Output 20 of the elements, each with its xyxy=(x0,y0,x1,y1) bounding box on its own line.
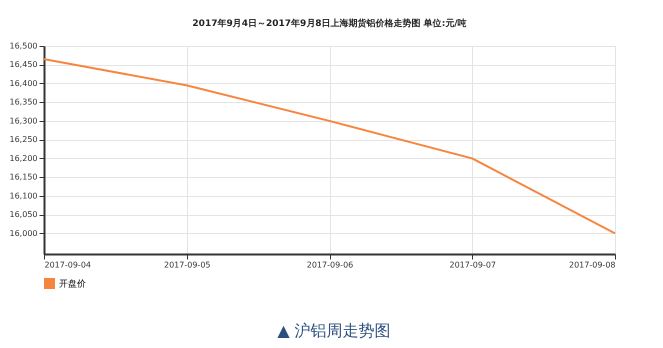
y-tick-label: 16,050 xyxy=(10,210,38,220)
y-tick-label: 16,300 xyxy=(10,116,38,126)
y-tick-label: 16,100 xyxy=(10,191,38,200)
legend-label: 开盘价 xyxy=(59,278,86,290)
x-tick-label: 2017-09-04 xyxy=(44,260,91,270)
y-tick-label: 16,400 xyxy=(10,78,38,88)
y-tick-label: 16,150 xyxy=(10,172,38,182)
y-tick-label: 16,350 xyxy=(10,98,38,107)
y-tick-label: 16,500 xyxy=(10,42,38,50)
x-tick-label: 2017-09-06 xyxy=(306,260,354,270)
chart-title: 2017年9月4日～2017年9月8日上海期货铝价格走势图 单位:元/吨 xyxy=(192,18,467,29)
y-tick-label: 16,450 xyxy=(10,60,38,70)
text: ▲ 沪铝周走势图 xyxy=(277,321,391,340)
x-tick-label: 2017-09-07 xyxy=(450,260,496,270)
x-tick-label: 2017-09-05 xyxy=(164,260,210,270)
line-series xyxy=(43,58,616,234)
x-tick-label: 2017-09-08 xyxy=(569,260,616,270)
y-tick-label: 16,200 xyxy=(10,154,38,163)
y-tick-label: 16,250 xyxy=(10,135,38,144)
y-tick-label: 16,000 xyxy=(10,228,38,238)
